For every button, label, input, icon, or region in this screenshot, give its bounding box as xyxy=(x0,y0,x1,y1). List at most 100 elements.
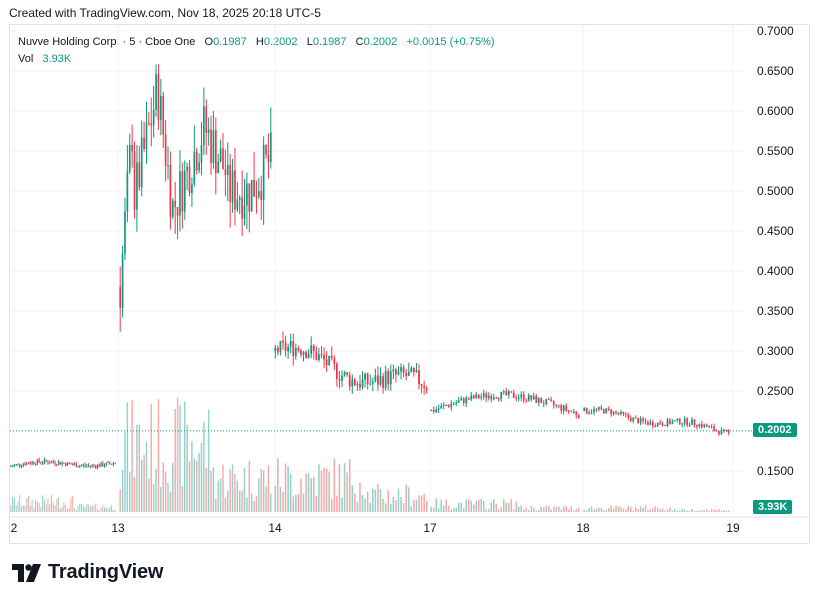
candle-body xyxy=(110,463,113,465)
candle-body xyxy=(57,461,60,465)
volume-bar xyxy=(191,441,193,512)
volume-bar xyxy=(328,471,330,512)
candle-body xyxy=(460,398,463,401)
candle-body xyxy=(72,464,74,466)
candle-body xyxy=(212,130,215,164)
candle-body xyxy=(70,463,72,465)
tradingview-logo-icon xyxy=(12,563,41,582)
candle-body xyxy=(364,373,367,380)
y-tick-label: 0.7000 xyxy=(757,24,794,38)
volume-bar xyxy=(318,464,320,512)
candle-body xyxy=(467,397,470,400)
candle-body xyxy=(435,409,438,412)
candle-body xyxy=(537,398,540,403)
low-label: L xyxy=(306,36,313,48)
volume-bar xyxy=(369,502,372,512)
candle-body xyxy=(343,372,346,376)
volume-bar xyxy=(420,495,423,512)
volume-bar xyxy=(585,510,588,512)
candle-body xyxy=(510,391,513,393)
volume-row: Vol 3.93K xyxy=(18,51,495,68)
volume-bar xyxy=(583,509,585,512)
volume-bar xyxy=(96,509,98,512)
volume-bar xyxy=(354,493,356,512)
candle-body xyxy=(89,465,92,467)
volume-bar xyxy=(605,509,608,512)
candle-body xyxy=(527,395,530,401)
volume-bar xyxy=(550,509,552,512)
candle-body xyxy=(40,462,42,464)
symbol-name[interactable]: Nuvve Holding Corp. · 5 · Cboe One xyxy=(18,36,196,48)
volume-bar xyxy=(366,491,369,512)
tradingview-logo[interactable]: TradingView xyxy=(12,561,163,584)
candle-body xyxy=(145,122,148,149)
candle-body xyxy=(583,407,586,411)
volume-bar xyxy=(578,507,580,512)
volume-bar xyxy=(723,510,725,512)
candle-body xyxy=(487,395,490,398)
candle-body xyxy=(723,429,725,431)
candle-body xyxy=(374,375,377,382)
volume-bar xyxy=(490,502,492,512)
candle-body xyxy=(572,411,575,413)
volume-bar xyxy=(413,500,415,512)
volume-bar xyxy=(52,502,54,512)
candle-body xyxy=(477,394,480,399)
volume-bar xyxy=(107,509,109,512)
candle-body xyxy=(395,369,397,375)
volume-bar xyxy=(705,509,708,512)
volume-bar xyxy=(620,506,622,512)
candle-body xyxy=(193,151,196,185)
candle-body xyxy=(359,383,361,388)
volume-bar xyxy=(172,463,174,512)
candle-body xyxy=(676,418,679,421)
volume-bar xyxy=(392,497,395,512)
candle-body xyxy=(269,132,272,163)
volume-bar xyxy=(418,495,420,512)
candle-body xyxy=(402,367,405,373)
volume-bar xyxy=(703,510,706,512)
candle-body xyxy=(222,148,224,170)
close-label: C xyxy=(355,36,364,48)
candle-body xyxy=(77,466,79,468)
candle-body xyxy=(302,351,305,355)
volume-bar xyxy=(540,506,542,512)
volume-bar xyxy=(588,507,590,512)
open-label: O xyxy=(204,36,214,48)
y-tick-label: 0.4000 xyxy=(757,264,794,278)
candle-body xyxy=(423,385,426,389)
candle-body xyxy=(625,413,627,415)
volume-bar xyxy=(188,461,191,512)
volume-bar xyxy=(282,492,284,512)
candle-body xyxy=(341,375,343,381)
volume-bar xyxy=(617,506,620,512)
volume-bar xyxy=(407,487,410,512)
volume-bar xyxy=(138,424,141,512)
candle-body xyxy=(545,399,548,404)
volume-bar xyxy=(86,503,88,512)
volume-bar xyxy=(573,510,575,512)
volume-bar xyxy=(615,505,617,512)
candle-body xyxy=(255,196,258,198)
volume-bar xyxy=(47,498,49,512)
volume-bar xyxy=(666,509,669,512)
volume-bar xyxy=(681,508,683,512)
candle-body xyxy=(226,164,229,175)
candle-body xyxy=(43,459,46,463)
candle-body xyxy=(276,347,279,353)
volume-bar xyxy=(184,401,186,512)
candle-body xyxy=(289,341,292,347)
chart-frame xyxy=(9,24,810,544)
high-label: H xyxy=(255,36,264,48)
candle-body xyxy=(38,459,40,463)
volume-bar xyxy=(164,471,167,512)
candle-body xyxy=(552,401,555,406)
candle-body xyxy=(181,171,184,212)
candle-body xyxy=(507,391,510,395)
candle-body xyxy=(703,424,706,428)
candle-body xyxy=(15,464,17,466)
volume-bar xyxy=(49,503,51,512)
candle-body xyxy=(274,347,277,351)
candle-body xyxy=(384,371,387,388)
